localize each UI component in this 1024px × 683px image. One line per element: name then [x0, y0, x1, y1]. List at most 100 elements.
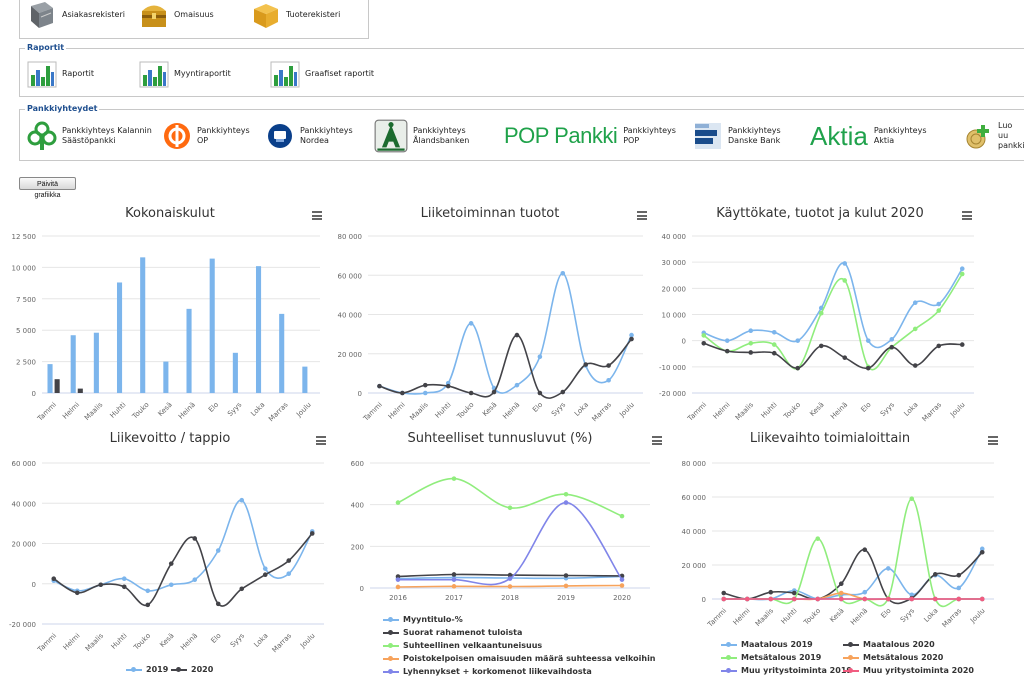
y-tick-label: 10 000	[662, 312, 687, 320]
legend-label: Myyntitulo-%	[403, 615, 463, 624]
x-tick-label: Loka	[249, 401, 266, 418]
legend-item[interactable]: Myyntitulo-%	[383, 615, 463, 624]
reports-panel	[19, 48, 1024, 97]
x-tick-label: Joulu	[948, 401, 967, 420]
legend-item[interactable]: Lyhennykset + korkomenot liikevaihdosta	[383, 667, 592, 676]
y-tick-label: 200	[351, 543, 364, 551]
legend-label: Metsätalous 2019	[741, 653, 822, 662]
y-tick-label: -20 000	[9, 621, 36, 629]
series-line	[723, 497, 983, 608]
nav-label: Pankkiyhteys Danske Bank	[728, 126, 781, 145]
data-point	[400, 390, 405, 396]
series-line	[53, 532, 313, 607]
bank-op[interactable]: Pankkiyhteys OP	[162, 121, 250, 151]
bank-nordea[interactable]: Pankkiyhteys Nordea	[265, 121, 353, 151]
bank-add-new[interactable]: Luo uu pankki	[963, 121, 1024, 151]
chart-title: Liikevaihto toimialoittain	[749, 431, 911, 446]
x-tick-label: Joulu	[617, 401, 636, 420]
data-point	[932, 572, 938, 577]
liiketoiminnan-tuotot-chart: 0 20 000 40 000 60 000 80 000 Tammi Helmi Maali…	[338, 233, 643, 423]
legend-item[interactable]: 2020	[171, 665, 213, 674]
bar	[140, 257, 146, 393]
refresh-charts-button[interactable]: Päivitä grafiikka	[19, 177, 76, 199]
data-point	[936, 343, 942, 349]
y-tick-label: -20 000	[659, 390, 686, 398]
data-point	[239, 586, 245, 592]
x-tick-label: Helmi	[732, 607, 752, 627]
legend-item[interactable]: Muu yritystoiminta 2020	[843, 666, 974, 675]
legend-item[interactable]: Metsätalous 2019	[721, 653, 821, 662]
data-point	[795, 365, 801, 371]
legend-item[interactable]: Suhteellinen velkaantuneisuus	[383, 641, 542, 650]
y-tick-label: 0	[32, 581, 36, 589]
chart-menu-icon[interactable]	[316, 436, 326, 445]
y-tick-label: 40 000	[662, 233, 687, 241]
x-tick-label: Touko	[802, 607, 822, 627]
bank-aktia[interactable]: Aktia Pankkiyhteys Aktia	[810, 121, 927, 151]
chart-menu-icon[interactable]	[652, 436, 662, 445]
data-point	[560, 389, 566, 395]
nav-label: Asiakasrekisteri	[62, 10, 125, 19]
x-tick-label: Maalis	[84, 632, 106, 654]
saastopankki-logo	[27, 121, 57, 150]
x-tick-label: Kesä	[157, 401, 174, 418]
data-point	[451, 476, 457, 481]
data-point	[771, 342, 777, 347]
y-tick-label: 0	[682, 338, 686, 346]
nav-myyntiraportit[interactable]: Myyntiraportit	[139, 59, 231, 89]
data-point	[192, 577, 198, 583]
chart-menu-icon[interactable]	[312, 211, 322, 220]
x-tick-label: Syys	[879, 401, 896, 418]
box-icon	[254, 4, 278, 28]
bank-saastopankki[interactable]: Pankkiyhteys Kalannin Säästöpankki	[27, 121, 152, 151]
bank-danske[interactable]: Pankkiyhteys Danske Bank	[693, 121, 781, 151]
x-tick-label: Touko	[130, 401, 150, 421]
data-point	[98, 582, 104, 588]
x-tick-label: Touko	[782, 401, 802, 421]
y-tick-label: 0	[32, 390, 36, 398]
data-point	[563, 583, 569, 589]
bank-pop[interactable]: POP Pankki Pankkiyhteys POP	[504, 121, 676, 151]
x-tick-label: Touko	[455, 401, 475, 421]
legend-marker	[721, 654, 737, 662]
data-point	[842, 261, 848, 266]
data-point	[768, 589, 774, 595]
nav-raportit[interactable]: Raportit	[27, 59, 94, 89]
data-point	[563, 500, 569, 505]
chart-title: Käyttökate, tuotot ja kulut 2020	[716, 206, 924, 221]
data-point	[619, 577, 625, 582]
chart-menu-icon[interactable]	[988, 436, 998, 445]
data-point	[215, 548, 221, 553]
chart-menu-icon[interactable]	[637, 211, 647, 220]
legend-item[interactable]: Muu yritystoiminta 2019	[721, 666, 852, 675]
data-point	[215, 601, 221, 607]
op-logo	[164, 123, 190, 149]
legend-item[interactable]: Metsätalous 2020	[843, 653, 943, 662]
nav-label: Graafiset raportit	[305, 69, 375, 78]
legend-item[interactable]: 2019	[126, 665, 168, 674]
nav-graafiset-raportit[interactable]: Graafiset raportit	[270, 59, 374, 89]
x-tick-label: Loka	[252, 632, 269, 649]
series-line	[703, 262, 963, 349]
legend-item[interactable]: Suorat rahamenot tuloista	[383, 628, 522, 637]
data-point	[451, 577, 457, 582]
legend-item[interactable]: Maatalous 2019	[721, 640, 813, 649]
data-point	[771, 350, 777, 356]
y-tick-label: 0	[358, 390, 362, 398]
legend-marker	[843, 654, 859, 662]
y-tick-label: 12 500	[12, 233, 37, 241]
nav-asiakasrekisteri[interactable]: Asiakasrekisteri	[27, 0, 125, 30]
data-point	[121, 576, 127, 582]
legend-item[interactable]: Maatalous 2020	[843, 640, 935, 649]
nav-omaisuus[interactable]: Omaisuus	[139, 0, 214, 30]
bank-alandsbanken[interactable]: Pankkiyhteys Ålandsbanken	[374, 119, 469, 153]
legend-item[interactable]: Poistokelpoisen omaisuuden määrä suhtees…	[383, 654, 656, 663]
x-tick-label: 2016	[389, 594, 407, 602]
data-point	[507, 572, 513, 578]
data-point	[507, 505, 513, 511]
x-tick-label: Syys	[550, 401, 567, 418]
data-point	[701, 333, 707, 338]
bar-chart-icon	[139, 61, 169, 88]
chart-menu-icon[interactable]	[962, 211, 972, 220]
nav-tuoterekisteri[interactable]: Tuoterekisteri	[251, 0, 340, 30]
